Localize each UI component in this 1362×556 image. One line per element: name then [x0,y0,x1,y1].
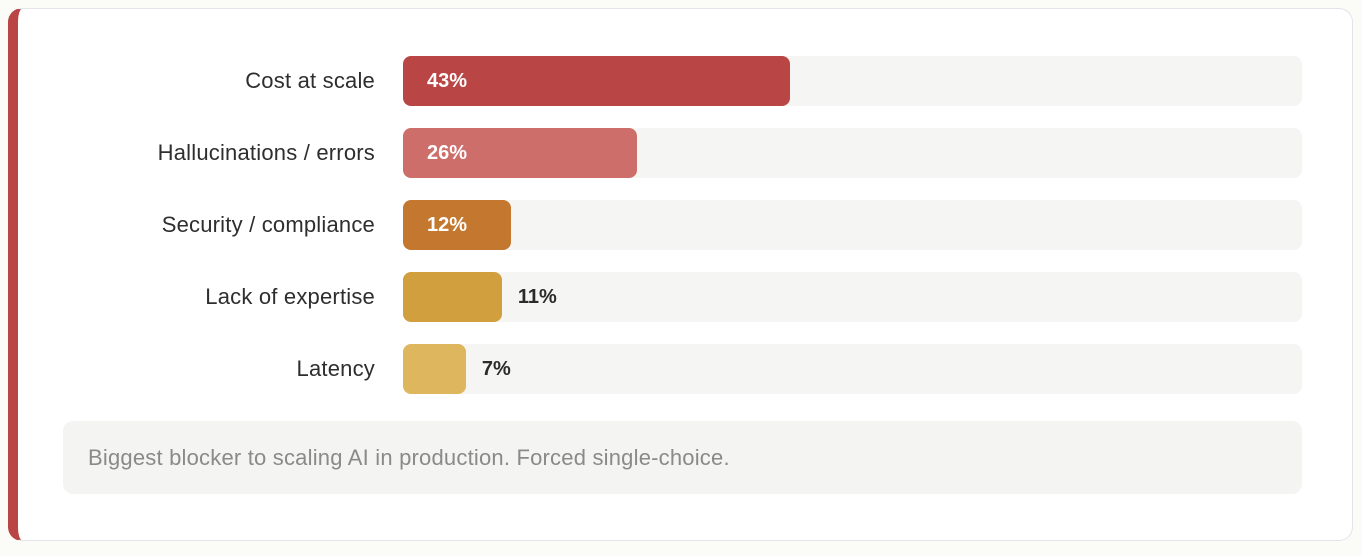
bar-track: 12% [403,200,1302,250]
bar-row: Hallucinations / errors 26% [18,128,1302,178]
bar-track: 43% [403,56,1302,106]
bar-track: 11% [403,272,1302,322]
value-label: 43% [427,69,468,92]
bar: 26% [403,128,637,178]
bar: 12% [403,200,511,250]
bar [403,344,466,394]
value-label: 26% [427,141,468,164]
bar-track: 26% [403,128,1302,178]
value-label: 11% [517,285,557,308]
category-label: Cost at scale [245,68,375,93]
bar-track: 7% [403,344,1302,394]
category-label: Hallucinations / errors [157,140,375,165]
chart-caption-text: Biggest blocker to scaling AI in product… [88,444,730,470]
bar-row: Lack of expertise 11% [18,272,1302,322]
bar-row: Latency 7% [18,344,1302,394]
bar [403,272,502,322]
value-label: 12% [427,213,468,236]
category-label: Security / compliance [161,212,375,237]
bar: 43% [403,56,790,106]
chart-card: Cost at scale 43% Hallucinations / error… [8,8,1353,541]
category-label: Lack of expertise [205,284,375,309]
value-label: 7% [481,357,511,380]
category-label: Latency [296,356,375,381]
chart-caption-box: Biggest blocker to scaling AI in product… [63,421,1302,494]
bar-row: Security / compliance 12% [18,200,1302,250]
bar-row: Cost at scale 43% [18,56,1302,106]
bar-chart: Cost at scale 43% Hallucinations / error… [18,56,1302,394]
